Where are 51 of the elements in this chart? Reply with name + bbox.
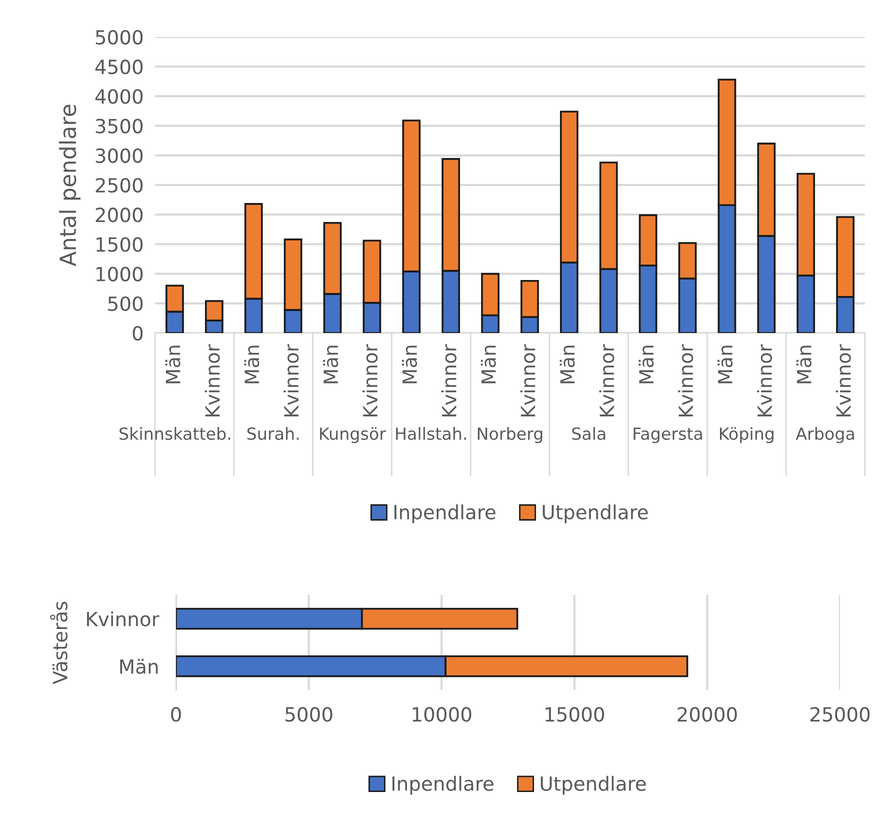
x-tick-label: Kvinnor <box>362 344 378 416</box>
legend-label: Utpendlare <box>542 504 648 524</box>
x-tick-label: Kvinnor <box>836 344 851 416</box>
y-tick-label: 4500 <box>95 60 143 74</box>
x-tick-label: Kvinnor <box>678 344 694 416</box>
y-tick-label: 5000 <box>96 30 143 45</box>
x-tick-label: Män <box>560 346 575 384</box>
x-tick-label: 20000 <box>678 707 737 722</box>
y-tick-label: 500 <box>108 296 143 312</box>
y-tick-label: 2000 <box>96 208 143 222</box>
x-tick-label: Kvinnor <box>284 344 299 416</box>
text: Sala <box>572 427 606 440</box>
y-tick-label: 2500 <box>96 178 143 193</box>
y-tick-label: 1500 <box>96 237 143 252</box>
y-tick-label: 3000 <box>96 148 143 164</box>
x-tick-label: 25000 <box>810 707 870 722</box>
y-tick-label: 3500 <box>96 118 143 134</box>
x-tick-label: Män <box>638 346 654 384</box>
x-tick-label: Kvinnor <box>756 344 772 416</box>
legend-label: Inpendlare <box>392 776 494 795</box>
x-tick-label: Män <box>718 346 733 384</box>
text: Köping <box>720 427 774 444</box>
text: Hallstah. <box>396 427 466 440</box>
y-tick-label: Kvinnor <box>87 611 160 626</box>
text: Surah. <box>247 427 299 440</box>
x-tick-label: Män <box>796 346 812 384</box>
x-tick-label: Kvinnor <box>441 344 456 416</box>
y-tick-label: 4000 <box>95 89 143 104</box>
x-tick-label: Män <box>480 346 496 384</box>
x-tick-label: Män <box>244 346 260 384</box>
x-tick-label: 0 <box>171 707 181 722</box>
x-tick-label: 15000 <box>546 707 604 722</box>
legend-label: Utpendlare <box>540 776 646 795</box>
legend-label: Inpendlare <box>394 504 496 524</box>
y-tick-label: 0 <box>132 326 143 341</box>
y-tick-label: 1000 <box>96 266 143 282</box>
x-tick-label: 5000 <box>286 707 332 722</box>
text: Fagersta <box>634 428 702 444</box>
x-tick-label: Kvinnor <box>599 344 614 416</box>
x-tick-label: Män <box>402 346 418 384</box>
x-tick-label: Kvinnor <box>204 344 220 416</box>
text: Kungsör <box>320 427 386 444</box>
text: Skinnskatteb. <box>120 427 230 440</box>
y-tick-label: Män <box>120 658 158 674</box>
x-tick-label: 10000 <box>412 707 472 722</box>
text: Norberg <box>478 427 542 444</box>
text: Arboga <box>796 427 854 444</box>
x-tick-label: Kvinnor <box>520 344 536 416</box>
y-axis-title: Västerås <box>50 602 68 684</box>
y-axis-title: Antal pendlare <box>59 104 81 266</box>
x-tick-label: Män <box>323 346 338 384</box>
